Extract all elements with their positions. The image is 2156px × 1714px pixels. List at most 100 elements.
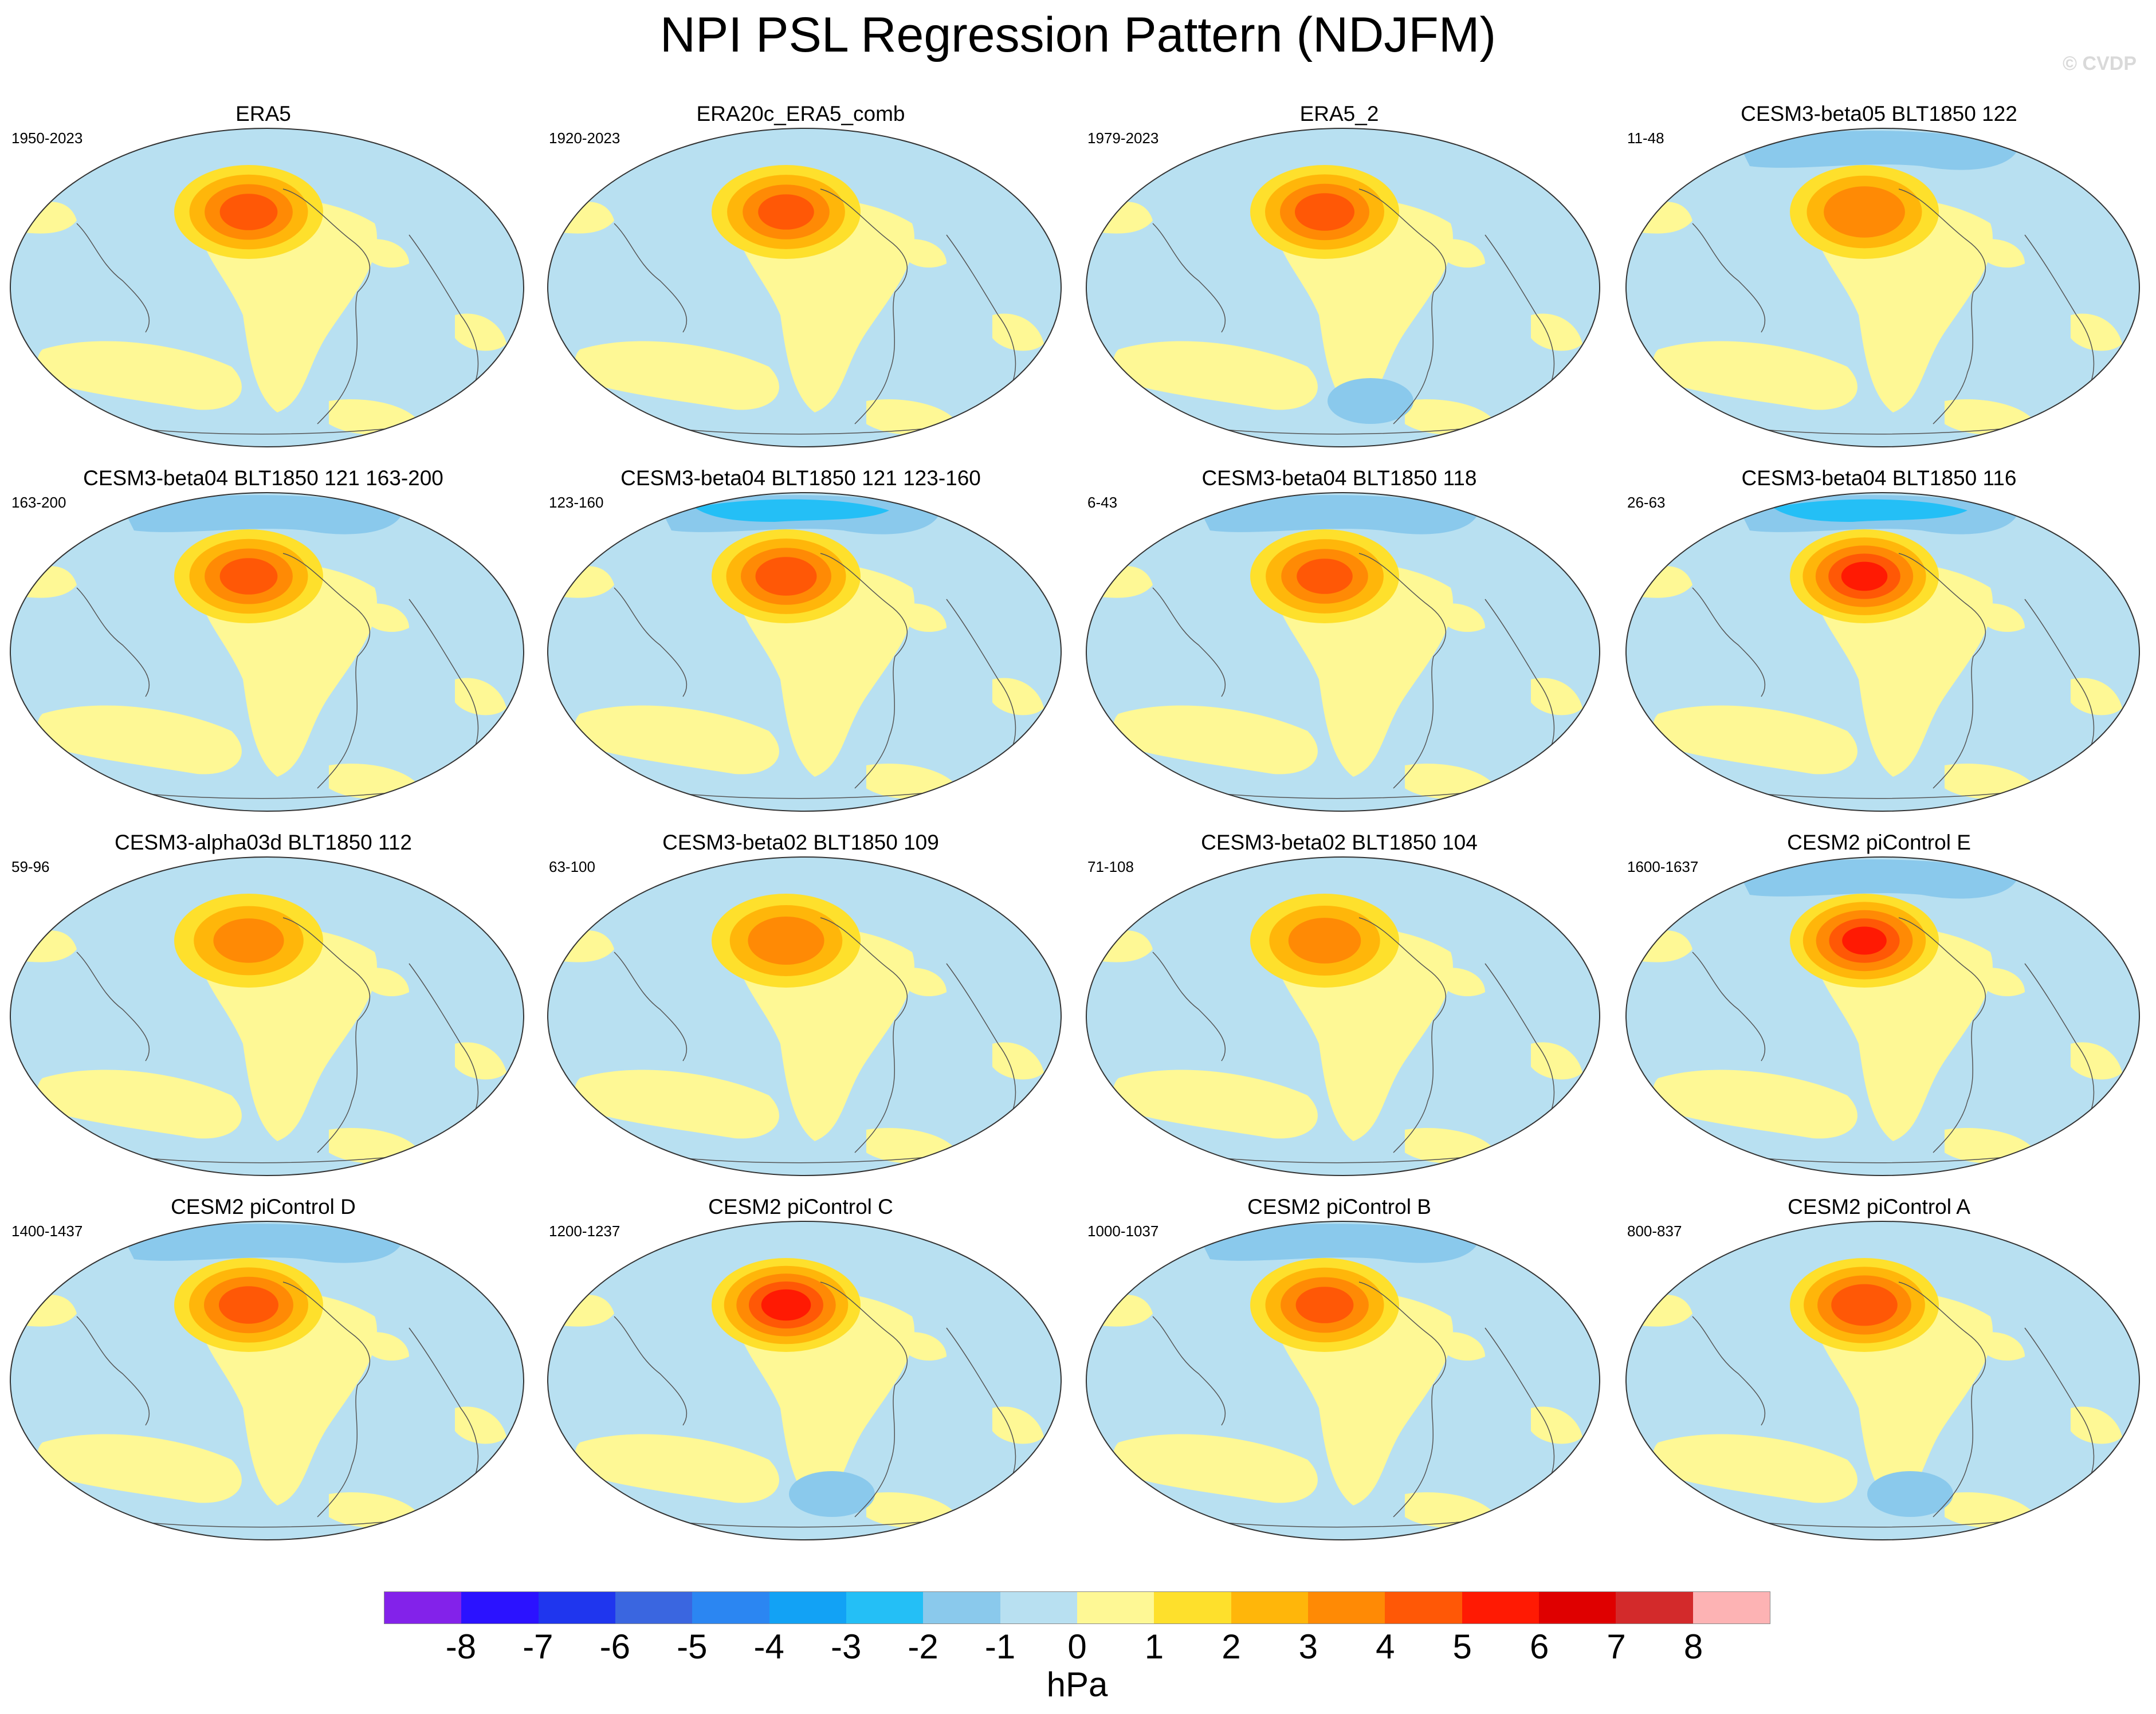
colorbar-box xyxy=(692,1592,769,1623)
coastline xyxy=(1485,963,1555,1119)
positive-anomaly-region xyxy=(901,968,947,997)
globe-map xyxy=(547,856,1062,1176)
colorbar-box xyxy=(923,1592,1000,1623)
coastline xyxy=(1152,587,1226,697)
colorbar-box xyxy=(1692,1592,1770,1623)
colorbar-tick-label: 8 xyxy=(1683,1627,1703,1666)
npi-high-contour xyxy=(219,194,278,230)
positive-anomaly-region xyxy=(2071,678,2122,716)
coastline xyxy=(1358,553,1446,789)
coastline xyxy=(2024,234,2095,390)
map-panel: ERA20c_ERA5_comb 1920-2023 xyxy=(539,102,1063,469)
coastline xyxy=(2024,1327,2095,1483)
globe-map xyxy=(547,128,1062,447)
positive-anomaly-region xyxy=(363,1332,409,1361)
panel-year-range: 1400-1437 xyxy=(11,1222,83,1240)
npi-high-contour xyxy=(213,918,284,963)
colorbar-tick-label: 1 xyxy=(1144,1627,1164,1666)
positive-anomaly-region xyxy=(37,341,242,410)
coastline xyxy=(282,1281,370,1518)
colorbar-box xyxy=(846,1592,924,1623)
globe-map xyxy=(10,856,524,1176)
arctic-low xyxy=(1738,859,2019,899)
southern-low xyxy=(1328,378,1413,424)
positive-anomaly-region xyxy=(1653,341,1857,410)
colorbar-box xyxy=(1307,1592,1385,1623)
positive-anomaly-region xyxy=(1113,705,1318,775)
positive-anomaly-region xyxy=(1653,1434,1857,1503)
coastline xyxy=(76,223,150,333)
panel-title: CESM3-beta04 BLT1850 121 123-160 xyxy=(621,466,981,490)
colorbar-tick-label: 5 xyxy=(1452,1627,1472,1666)
arctic-low-core xyxy=(1773,499,1968,522)
panel-title: CESM3-beta04 BLT1850 121 163-200 xyxy=(83,466,443,490)
map-border xyxy=(1086,128,1600,447)
coastline xyxy=(1898,1281,1986,1518)
positive-anomaly-region xyxy=(1439,968,1485,997)
map-border xyxy=(547,128,1062,447)
positive-anomaly-region xyxy=(1113,1070,1318,1139)
panel-title: ERA5 xyxy=(235,102,291,125)
npi-high-contour xyxy=(1288,918,1361,964)
coastline xyxy=(946,599,1016,754)
map-panel: CESM3-beta04 BLT1850 121 123-160 123-160 xyxy=(539,466,1063,833)
positive-anomaly-region xyxy=(992,1042,1044,1080)
map-border xyxy=(1086,492,1600,812)
map-panel: CESM3-beta02 BLT1850 104 71-108 xyxy=(1077,831,1601,1197)
positive-anomaly-region xyxy=(2071,1042,2122,1080)
coastline xyxy=(1485,599,1555,754)
southern-low xyxy=(1867,1471,1953,1517)
colorbar-tick-label: -6 xyxy=(599,1627,631,1666)
coastline xyxy=(1152,952,1226,1062)
positive-anomaly-region xyxy=(1653,705,1857,775)
panel-title: CESM2 piControl D xyxy=(171,1195,356,1218)
map-border xyxy=(1625,492,2140,812)
coastline xyxy=(1358,188,1446,424)
positive-anomaly-region xyxy=(363,968,409,997)
colorbar-box xyxy=(1385,1592,1462,1623)
coastline xyxy=(2024,963,2095,1119)
positive-anomaly-region xyxy=(2071,1406,2122,1444)
map-border xyxy=(547,492,1062,812)
map-panel: CESM3-beta04 BLT1850 116 26-63 xyxy=(1617,466,2141,833)
colorbar xyxy=(384,1591,1770,1624)
globe-map xyxy=(1625,1221,2140,1540)
panel-year-range: 123-160 xyxy=(549,494,604,511)
map-border xyxy=(10,856,524,1176)
panel-year-range: 1600-1637 xyxy=(1627,858,1699,875)
coastline xyxy=(614,223,688,333)
arctic-low xyxy=(123,495,403,534)
npi-high-contour xyxy=(1297,559,1353,594)
positive-anomaly-region xyxy=(2071,313,2122,351)
map-panel: CESM3-beta04 BLT1850 121 163-200 163-200 xyxy=(1,466,525,833)
globe-map xyxy=(1086,492,1600,812)
coastline xyxy=(946,963,1016,1119)
map-panel: ERA5_2 1979-2023 xyxy=(1077,102,1601,469)
panel-title: CESM3-beta02 BLT1850 109 xyxy=(662,831,939,854)
coastline xyxy=(409,1327,479,1483)
colorbar-box xyxy=(384,1592,462,1623)
panel-year-range: 1200-1237 xyxy=(549,1222,621,1240)
positive-anomaly-region xyxy=(1979,968,2025,997)
arctic-low xyxy=(1199,1224,1479,1263)
panel-year-range: 1920-2023 xyxy=(549,129,621,147)
positive-anomaly-region xyxy=(575,1070,779,1139)
panel-year-range: 1950-2023 xyxy=(11,129,83,147)
coastline xyxy=(1692,223,1766,333)
npi-high-contour xyxy=(761,1289,811,1321)
panel-title: CESM3-beta05 BLT1850 122 xyxy=(1741,102,2017,125)
positive-anomaly-region xyxy=(37,1070,242,1139)
panel-title: CESM2 piControl B xyxy=(1247,1195,1431,1218)
panel-year-range: 6-43 xyxy=(1087,494,1118,511)
globe-map xyxy=(10,128,524,447)
panel-title: CESM3-beta02 BLT1850 104 xyxy=(1201,831,1478,854)
npi-high-contour xyxy=(1831,1284,1898,1326)
globe-map xyxy=(1625,492,2140,812)
colorbar-tick-label: -8 xyxy=(445,1627,477,1666)
panel-title: CESM3-beta04 BLT1850 116 xyxy=(1741,466,2017,490)
map-panel: CESM2 piControl D 1400-1437 xyxy=(1,1195,525,1562)
positive-anomaly-region xyxy=(363,239,409,268)
panel-title: CESM2 piControl A xyxy=(1788,1195,1970,1218)
coastline xyxy=(76,1316,150,1426)
map-panel: CESM2 piControl C 1200-1237 xyxy=(539,1195,1063,1562)
